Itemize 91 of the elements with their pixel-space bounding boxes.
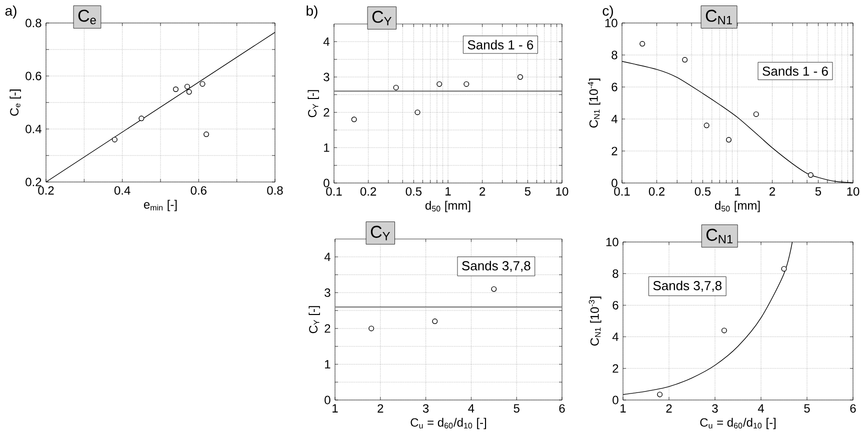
text: b) xyxy=(306,5,318,19)
x-tick-label: 0.6 xyxy=(190,186,206,195)
point xyxy=(112,136,118,142)
x-tick-label: 3 xyxy=(712,404,718,413)
y-tick-label: 4 xyxy=(323,38,330,46)
y-tick-label: 0.2 xyxy=(26,178,42,186)
point xyxy=(781,266,787,272)
x-tick-label: 5 xyxy=(815,187,822,196)
point xyxy=(368,326,374,332)
annotation: Sands 3,7,8 xyxy=(653,280,722,292)
x-tick-label: 0.2 xyxy=(648,187,665,196)
x-tick-label: 6 xyxy=(559,404,565,413)
y-tick-label: 2 xyxy=(612,364,618,373)
chart-title: C$_{e}$ xyxy=(78,10,96,24)
y-tick-label: 0.6 xyxy=(26,72,42,80)
x-tick-label: 0.1 xyxy=(614,187,630,196)
point xyxy=(204,132,210,138)
y-tick-label: 6 xyxy=(612,300,618,310)
x-tick-label: 1 xyxy=(446,187,451,196)
y-tick-label: 1 xyxy=(324,144,330,152)
x-tick-label: 2 xyxy=(770,187,776,196)
y-tick-label: 10 xyxy=(606,238,618,246)
chart-title: C$_{Y}$ xyxy=(370,226,390,240)
x-tick-label: 0.2 xyxy=(360,187,376,196)
chart-title: C$_{N1}$ xyxy=(706,10,732,24)
y-tick-label: 8 xyxy=(612,50,618,60)
point xyxy=(186,89,192,95)
x-tick-label: 1 xyxy=(735,187,740,196)
y-tick-label: 3 xyxy=(324,72,330,82)
chart-title: C$_{Y}$ xyxy=(372,10,392,26)
y-tick-label: 0 xyxy=(324,396,330,404)
x-tick-label: 2 xyxy=(666,404,672,413)
x-tick-label: 0.5 xyxy=(694,187,711,196)
x-tick-label: 0.2 xyxy=(38,186,54,195)
x-axis-title: C$_{u}$ = d$_{60}$/d$_{10}$ [-] xyxy=(700,418,776,430)
x-tick-label: 5 xyxy=(804,404,810,413)
y-axis-title: C$_{Y}$ [-] xyxy=(308,306,320,334)
x-tick-label: 1 xyxy=(620,404,626,412)
y-tick-label: 8 xyxy=(612,269,618,278)
x-tick-label: 2 xyxy=(480,187,486,196)
x-axis-title: e$_{min}$ [-] xyxy=(144,200,177,212)
y-tick-label: 4 xyxy=(324,252,330,262)
text: a) xyxy=(5,5,16,19)
y-tick-label: 4 xyxy=(611,114,618,124)
y-axis-title: C$_{N1}$ [10$^{-4}$] xyxy=(588,78,600,128)
y-axis-title: C$_{N1}$ [10$^{-3}$] xyxy=(588,296,602,346)
x-axis-title: d$_{50}$ [mm] xyxy=(425,200,470,212)
point xyxy=(721,328,727,334)
text: c) xyxy=(602,5,613,19)
annotation: Sands 3,7,8 xyxy=(462,260,530,272)
annotation: Sands 1 - 6 xyxy=(762,66,828,76)
y-tick-label: 10 xyxy=(605,18,618,28)
y-tick-label: 2 xyxy=(324,324,330,333)
y-tick-label: 0 xyxy=(324,178,330,188)
x-tick-label: 10 xyxy=(847,187,860,196)
y-tick-label: 4 xyxy=(612,332,618,341)
point xyxy=(657,392,663,398)
y-tick-label: 0 xyxy=(612,396,618,404)
x-axis-title: d$_{50}$ [mm] xyxy=(714,200,760,212)
x-tick-label: 0.5 xyxy=(406,187,422,196)
x-tick-label: 3 xyxy=(422,404,429,413)
point xyxy=(184,84,190,90)
y-axis-title: C$_{Y}$ [-] xyxy=(308,90,319,118)
x-tick-label: 10 xyxy=(556,187,568,196)
x-tick-label: 0.1 xyxy=(326,187,342,196)
y-tick-label: 0.8 xyxy=(26,18,42,28)
chart-title: C$_{N1}$ xyxy=(706,228,733,244)
annotation: Sands 1 - 6 xyxy=(468,40,534,50)
y-tick-label: 2 xyxy=(612,146,618,156)
y-tick-label: 6 xyxy=(612,82,618,92)
point xyxy=(200,81,206,87)
x-tick-label: 4 xyxy=(758,404,764,412)
x-tick-label: 1 xyxy=(332,404,338,412)
y-tick-label: 0 xyxy=(612,178,618,188)
x-tick-label: 5 xyxy=(524,187,531,196)
y-tick-label: 0.4 xyxy=(26,124,42,134)
point xyxy=(491,286,497,292)
y-tick-label: 1 xyxy=(325,360,330,368)
x-axis-title: C$_{u}$ = d$_{60}$/d$_{10}$ [-] xyxy=(410,418,486,430)
point xyxy=(138,116,144,122)
y-tick-label: 2 xyxy=(324,108,330,117)
x-tick-label: 0.4 xyxy=(114,186,130,195)
x-tick-label: 2 xyxy=(378,404,384,413)
x-tick-label: 5 xyxy=(514,404,520,413)
point xyxy=(432,318,438,324)
y-axis-title: C$_{e}$ [-] xyxy=(10,90,21,116)
x-tick-label: 4 xyxy=(468,404,474,412)
point xyxy=(173,86,179,92)
y-tick-label: 3 xyxy=(324,288,330,297)
x-tick-label: 6 xyxy=(850,404,856,413)
x-tick-label: 0.8 xyxy=(267,186,283,195)
